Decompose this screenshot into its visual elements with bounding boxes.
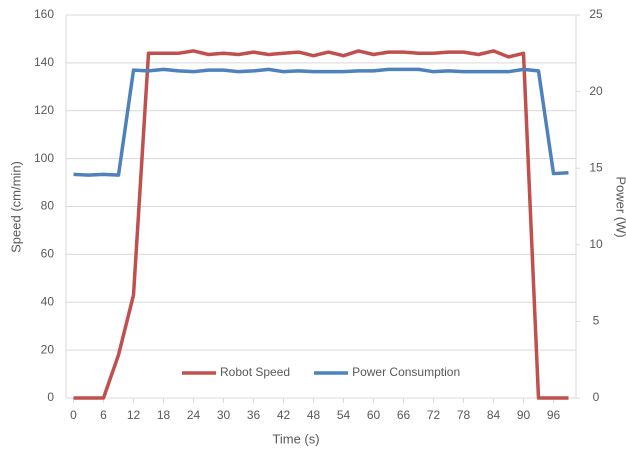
x-tick-label: 12	[127, 408, 141, 422]
y2-tick-label: 20	[589, 84, 603, 98]
x-axis-title: Time (s)	[272, 431, 319, 446]
legend-label: Robot Speed	[220, 365, 290, 379]
y-axis-title: Speed (cm/min)	[8, 161, 23, 253]
x-tick-label: 48	[307, 408, 321, 422]
x-tick-label: 90	[517, 408, 531, 422]
y-tick-label: 140	[34, 55, 54, 69]
x-tick-label: 84	[487, 408, 501, 422]
x-tick-label: 66	[397, 408, 411, 422]
y-tick-label: 100	[34, 151, 54, 165]
x-tick-label: 24	[187, 408, 201, 422]
x-tick-label: 96	[547, 408, 561, 422]
y-tick-label: 80	[41, 199, 55, 213]
y-tick-label: 60	[41, 247, 55, 261]
x-tick-label: 36	[247, 408, 261, 422]
y2-tick-label: 0	[593, 390, 600, 404]
y-tick-label: 20	[41, 342, 55, 356]
y-tick-label: 120	[34, 103, 54, 117]
y2-tick-label: 5	[593, 314, 600, 328]
x-tick-label: 54	[337, 408, 351, 422]
y2-tick-label: 10	[589, 237, 603, 251]
y2-tick-label: 25	[589, 7, 603, 21]
y2-axis-title: Power (W)	[614, 176, 626, 237]
x-tick-label: 78	[457, 408, 471, 422]
x-tick-label: 6	[100, 408, 107, 422]
y-tick-label: 0	[47, 390, 54, 404]
x-tick-label: 42	[277, 408, 291, 422]
x-tick-label: 30	[217, 408, 231, 422]
data-line	[73, 67, 569, 177]
x-tick-label: 60	[367, 408, 381, 422]
x-tick-label: 0	[70, 408, 77, 422]
y-tick-label: 160	[34, 7, 54, 21]
x-tick-label: 18	[157, 408, 171, 422]
data-line	[73, 49, 569, 400]
legend-label: Power Consumption	[352, 365, 460, 379]
y2-tick-label: 15	[589, 160, 603, 174]
y-tick-label: 40	[41, 294, 55, 308]
x-tick-label: 72	[427, 408, 441, 422]
